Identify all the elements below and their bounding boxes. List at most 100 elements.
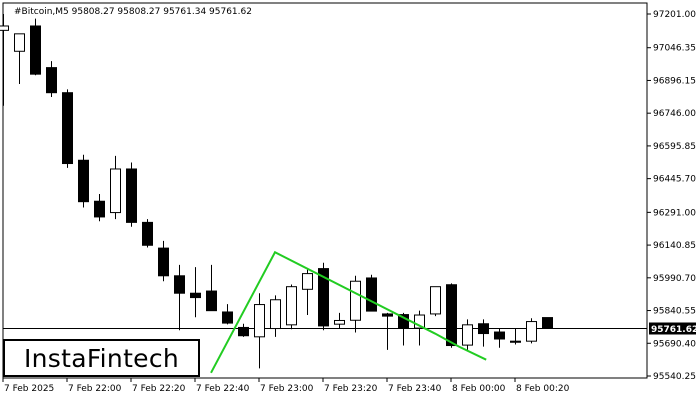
y-tick-label: 96445.70 [653,175,696,185]
candle-body-bull [0,25,9,31]
candle [382,312,393,350]
y-tick-label: 95690.40 [653,339,696,349]
x-tick-label: 7 Feb 22:20 [132,384,186,394]
candle-body-bull [334,319,345,325]
candle-body-bear [190,292,201,299]
candle-body-bull [462,324,473,346]
candle [158,240,169,282]
candle [238,323,249,337]
candle-body-bear [366,277,377,312]
candle [414,310,425,346]
candle-body-bear [46,67,57,94]
candle-body-bear [158,247,169,277]
candle [462,319,473,350]
y-tick-label: 97046.35 [653,44,696,54]
candle-body-bull [430,286,441,315]
double-top-pattern-line [210,250,487,374]
y-tick-label: 96896.15 [653,76,696,86]
candle-body-bull [302,273,313,290]
candle [478,319,489,347]
candle [78,154,89,208]
candle-body-bull [14,33,25,52]
candle [334,312,345,329]
x-tick-label: 8 Feb 00:20 [516,384,570,394]
candle [206,264,217,312]
candle [430,286,441,317]
candle-body-bull [350,280,361,321]
time-axis: 7 Feb 2025 7 Feb 22:00 7 Feb 22:20 7 Feb 22… [2,378,570,394]
x-tick-label: 7 Feb 22:40 [196,384,250,394]
candle-body-bear [238,326,249,337]
y-tick-label: 95840.55 [653,307,696,317]
symbol-header: #Bitcoin,M5 95808.27 95808.27 95761.34 9… [14,7,252,17]
candle [174,264,185,331]
candle-body-bear [382,313,393,317]
y-tick-label: 95990.70 [653,274,696,284]
candle-body-bear [94,200,105,218]
candle [62,89,73,168]
candle-body-bear [222,311,233,324]
x-tick-label: 7 Feb 2025 [4,384,54,394]
candle [190,267,201,318]
candle [526,318,537,344]
candle [286,284,297,330]
candle-body-bear [398,314,409,329]
candle-body-bear [318,268,329,327]
candle [542,317,553,329]
candle [270,295,281,337]
candle [30,18,41,76]
price-axis: 97201.00 97046.35 96896.15 96746.00 96595.85… [647,10,696,382]
candle-body-bull [254,304,265,338]
x-tick-label: 8 Feb 00:00 [452,384,506,394]
y-tick-label: 97201.00 [653,10,696,20]
candle-body-bull [526,321,537,342]
candle-body-bull [270,299,281,330]
candle [254,293,265,369]
plot-frame [2,2,648,379]
candle-body-bull [286,286,297,326]
candle-body-bear [174,275,185,294]
candle [494,328,505,348]
candle-body-bear [494,331,505,340]
candle [366,274,377,312]
candle [446,283,457,348]
y-tick-label: 96595.85 [653,142,696,152]
candle [350,275,361,333]
candle-body-bear [30,25,41,75]
candle [222,304,233,325]
y-tick-label: 96291.00 [653,208,696,218]
x-tick-label: 7 Feb 22:00 [68,384,122,394]
candle-body-bear [142,221,153,246]
candle [510,328,521,345]
current-price-tag: 95761.62 [649,322,698,335]
candle-body-bear [478,323,489,335]
candle [14,33,25,84]
y-tick-label: 96140.85 [653,241,696,251]
candle-body-bear [446,284,457,347]
candle [302,268,313,316]
y-tick-label: 96746.00 [653,109,696,119]
candle-body-bear [62,92,73,165]
candle-body-bull [110,168,121,214]
candle-body-bear [78,159,89,203]
candle [110,155,121,220]
candle [0,14,9,106]
candle-body-bull [414,314,425,329]
instafintech-logo: InstaFintech [3,339,200,377]
x-tick-label: 7 Feb 23:20 [324,384,378,394]
candle-body-bear [206,290,217,312]
candle-body-bear [510,340,521,343]
candle [142,219,153,248]
y-tick-label: 95540.25 [653,372,696,382]
candle [94,194,105,222]
candle-body-bear [126,168,137,223]
candle-body-bear [542,317,553,329]
candle [318,262,329,331]
candles-group [0,14,553,369]
candle [126,162,137,227]
candle [46,61,57,98]
x-tick-label: 7 Feb 23:40 [388,384,442,394]
svg-text:95761.62: 95761.62 [651,325,698,335]
